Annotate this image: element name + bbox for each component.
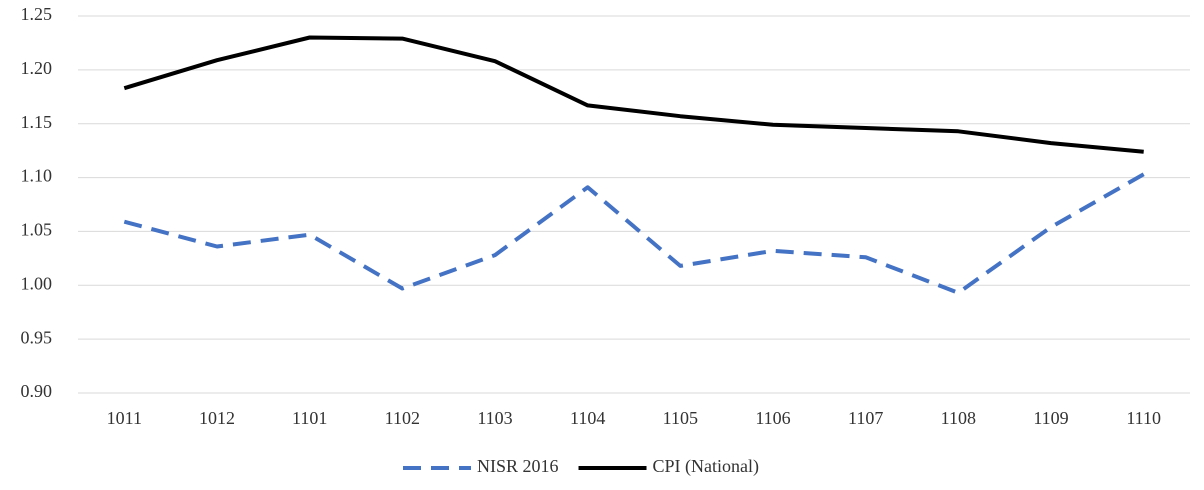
x-tick-label: 1012 xyxy=(199,408,235,428)
legend-label: NISR 2016 xyxy=(477,456,559,476)
x-tick-label: 1102 xyxy=(385,408,420,428)
x-tick-label: 1103 xyxy=(477,408,512,428)
y-tick-label: 1.00 xyxy=(21,273,53,293)
x-tick-label: 1105 xyxy=(663,408,698,428)
series-line xyxy=(123,35,1144,154)
y-tick-label: 1.05 xyxy=(21,220,53,240)
y-tick-label: 1.15 xyxy=(21,112,53,132)
x-tick-label: 1107 xyxy=(848,408,883,428)
y-tick-label: 1.10 xyxy=(21,166,53,186)
x-tick-label: 1011 xyxy=(107,408,142,428)
x-tick-label: 1104 xyxy=(570,408,605,428)
x-tick-label: 1108 xyxy=(941,408,976,428)
series-line xyxy=(123,172,1145,295)
y-tick-label: 1.20 xyxy=(21,58,53,78)
y-tick-label: 1.25 xyxy=(21,4,53,24)
x-tick-label: 1109 xyxy=(1033,408,1068,428)
y-tick-label: 0.90 xyxy=(21,381,53,401)
x-tick-label: 1101 xyxy=(292,408,327,428)
x-tick-label: 1110 xyxy=(1126,408,1161,428)
x-tick-label: 1106 xyxy=(755,408,790,428)
y-tick-label: 0.95 xyxy=(21,327,53,347)
legend-label: CPI (National) xyxy=(653,456,759,477)
